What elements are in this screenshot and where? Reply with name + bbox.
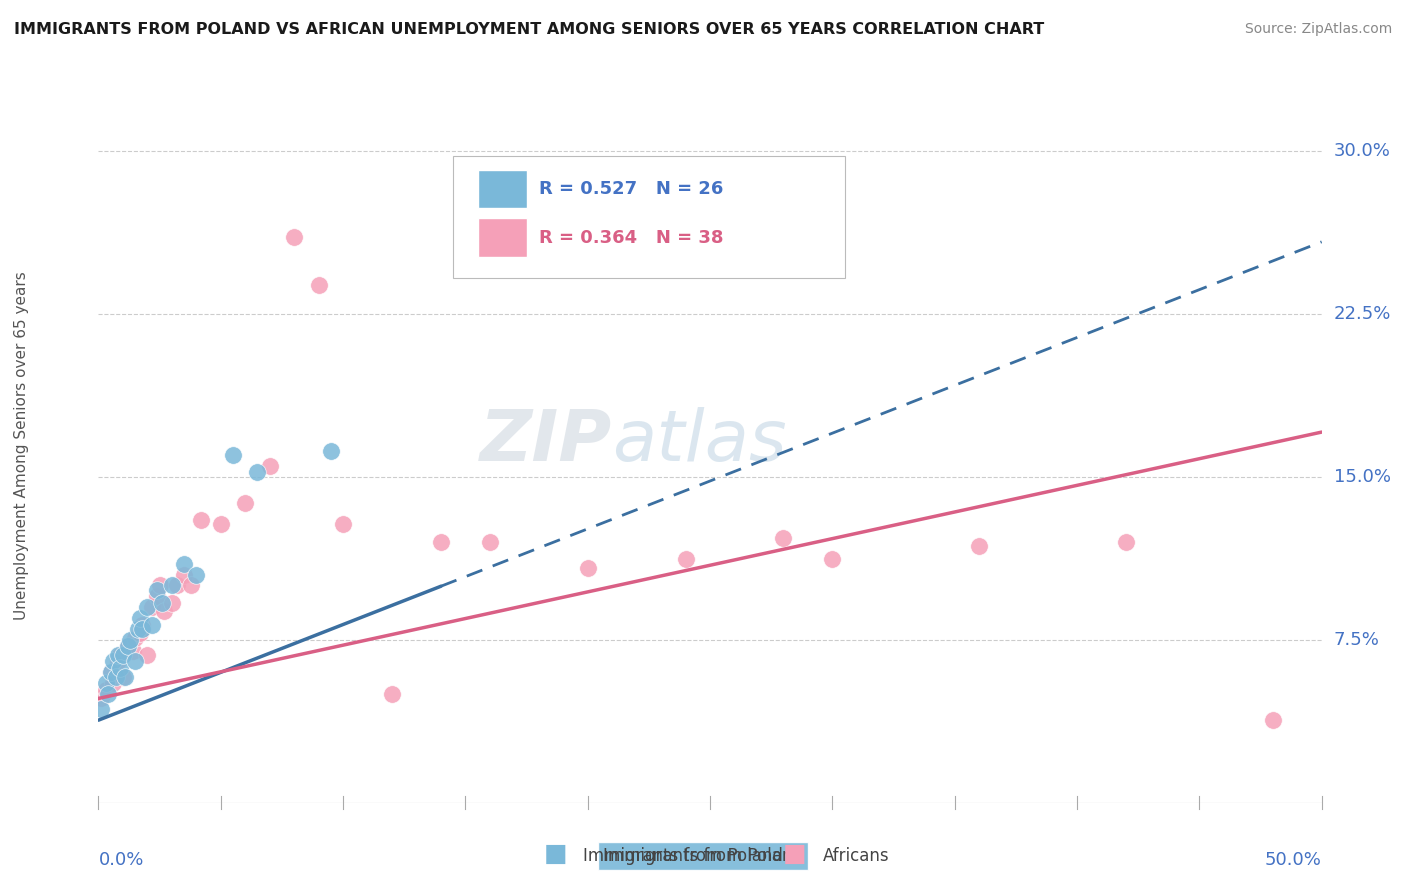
- Point: [127, 622, 149, 636]
- Point: [576, 561, 599, 575]
- FancyBboxPatch shape: [478, 169, 526, 208]
- Point: [772, 531, 794, 545]
- Text: R = 0.527   N = 26: R = 0.527 N = 26: [538, 180, 723, 198]
- Point: [967, 539, 990, 553]
- Point: [821, 552, 844, 566]
- Point: [94, 682, 117, 697]
- Point: [222, 448, 245, 462]
- Text: 22.5%: 22.5%: [1334, 304, 1392, 323]
- Point: [110, 648, 132, 662]
- Point: [124, 631, 146, 645]
- Text: atlas: atlas: [612, 407, 787, 475]
- Point: [146, 582, 169, 597]
- Point: [101, 676, 124, 690]
- Point: [233, 496, 256, 510]
- Point: [166, 578, 188, 592]
- Point: [209, 517, 232, 532]
- Point: [136, 600, 159, 615]
- Point: [478, 535, 501, 549]
- Text: ■: ■: [544, 842, 567, 866]
- Text: Source: ZipAtlas.com: Source: ZipAtlas.com: [1244, 22, 1392, 37]
- Point: [246, 466, 269, 480]
- Text: 30.0%: 30.0%: [1334, 142, 1391, 160]
- Point: [90, 691, 112, 706]
- Point: [111, 670, 134, 684]
- Point: [141, 600, 163, 615]
- Point: [136, 648, 159, 662]
- Point: [107, 655, 129, 669]
- Text: R = 0.364   N = 38: R = 0.364 N = 38: [538, 229, 723, 247]
- Text: ■: ■: [783, 842, 806, 866]
- Point: [90, 702, 112, 716]
- Point: [100, 665, 122, 680]
- Point: [180, 578, 202, 592]
- Point: [141, 617, 163, 632]
- Text: Africans: Africans: [823, 847, 889, 864]
- Point: [117, 639, 139, 653]
- Point: [430, 535, 453, 549]
- Point: [111, 648, 134, 662]
- Point: [319, 443, 342, 458]
- Point: [308, 278, 330, 293]
- Point: [173, 567, 195, 582]
- Point: [381, 687, 404, 701]
- Text: Immigrants from Poland: Immigrants from Poland: [583, 847, 783, 864]
- Text: 0.0%: 0.0%: [98, 851, 143, 869]
- Text: 50.0%: 50.0%: [1265, 851, 1322, 869]
- Point: [131, 617, 153, 632]
- Point: [149, 578, 172, 592]
- Text: ZIP: ZIP: [479, 407, 612, 475]
- Point: [283, 230, 305, 244]
- Point: [153, 605, 176, 619]
- Point: [1115, 535, 1137, 549]
- Point: [110, 661, 132, 675]
- Point: [114, 670, 136, 684]
- Point: [107, 648, 129, 662]
- Point: [131, 622, 153, 636]
- Point: [332, 517, 354, 532]
- Point: [186, 567, 208, 582]
- Point: [675, 552, 697, 566]
- FancyBboxPatch shape: [453, 156, 845, 277]
- Text: 7.5%: 7.5%: [1334, 631, 1379, 648]
- Point: [160, 578, 183, 592]
- Point: [129, 611, 152, 625]
- Point: [160, 596, 183, 610]
- Point: [190, 513, 212, 527]
- Text: IMMIGRANTS FROM POLAND VS AFRICAN UNEMPLOYMENT AMONG SENIORS OVER 65 YEARS CORRE: IMMIGRANTS FROM POLAND VS AFRICAN UNEMPL…: [14, 22, 1045, 37]
- Point: [259, 458, 281, 473]
- Point: [146, 589, 169, 603]
- Point: [101, 655, 124, 669]
- Point: [94, 676, 117, 690]
- Point: [124, 655, 146, 669]
- Text: Immigrants from Poland: Immigrants from Poland: [603, 847, 803, 864]
- Point: [121, 643, 143, 657]
- Point: [129, 626, 152, 640]
- Point: [173, 557, 195, 571]
- Point: [150, 596, 173, 610]
- Point: [104, 670, 127, 684]
- Text: 15.0%: 15.0%: [1334, 467, 1391, 485]
- Point: [1261, 713, 1284, 727]
- Point: [120, 632, 142, 647]
- Point: [100, 665, 122, 680]
- Point: [97, 687, 120, 701]
- Text: Unemployment Among Seniors over 65 years: Unemployment Among Seniors over 65 years: [14, 272, 28, 620]
- Point: [117, 639, 139, 653]
- FancyBboxPatch shape: [478, 219, 526, 257]
